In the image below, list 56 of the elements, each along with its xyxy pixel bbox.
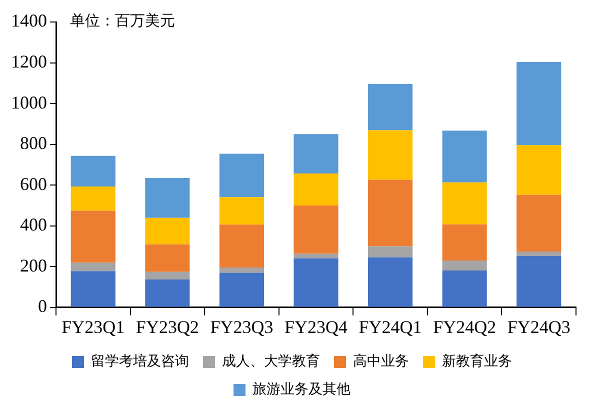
- bar: [219, 267, 264, 273]
- bar: [442, 224, 487, 261]
- bar: [368, 180, 413, 246]
- bar: [70, 186, 116, 211]
- bar: [442, 130, 487, 182]
- bar: [70, 210, 116, 263]
- bar: [294, 258, 338, 307]
- bar: [219, 197, 264, 225]
- legend-label: 成人、大学教育: [222, 352, 320, 370]
- bar: [219, 272, 264, 307]
- annotation: 单位：百万美元: [70, 11, 175, 30]
- y-tick-label: 0: [38, 296, 47, 316]
- x-tick-label: FY24Q1: [358, 316, 422, 337]
- x-tick-label: FY23Q4: [284, 316, 348, 337]
- y-tick-label: 1400: [11, 10, 47, 31]
- bar: [145, 279, 190, 307]
- bar: [516, 145, 562, 195]
- y-tick-label: 600: [20, 174, 47, 194]
- bar: [294, 173, 338, 206]
- y-tick-label: 1000: [11, 92, 47, 112]
- bar: [442, 260, 487, 270]
- y-tick-label: 200: [20, 255, 47, 276]
- bar: [145, 178, 190, 218]
- bar: [368, 246, 413, 258]
- x-tick-label: FY23Q1: [62, 316, 125, 337]
- x-tick-label: FY24Q3: [507, 316, 570, 337]
- legend-label: 新教育业务: [442, 352, 512, 370]
- legend-label: 高中业务: [353, 354, 409, 370]
- legend-label: 留学考培及咨询: [91, 354, 189, 370]
- bar: [442, 270, 487, 307]
- bar: [294, 254, 338, 258]
- bar: [294, 205, 338, 254]
- bar: [145, 218, 190, 244]
- bar: [70, 156, 116, 187]
- bar: [516, 256, 562, 307]
- bar: [145, 244, 190, 272]
- y-tick-label: 1200: [11, 52, 47, 72]
- bar: [516, 194, 562, 252]
- bar: [368, 257, 413, 307]
- y-tick-label: 800: [20, 133, 47, 154]
- x-tick-label: FY23Q2: [136, 316, 199, 337]
- bar: [70, 262, 116, 272]
- bar: [219, 224, 264, 268]
- bar: [368, 84, 413, 130]
- bar: [516, 62, 562, 146]
- bar: [294, 134, 338, 174]
- bar: [219, 154, 264, 198]
- x-tick-label: FY24Q2: [433, 316, 496, 337]
- bar: [70, 271, 116, 307]
- legend-label: 旅游业务及其他: [252, 382, 350, 398]
- bar: [516, 252, 562, 256]
- y-tick-label: 400: [20, 214, 47, 235]
- bar: [368, 130, 413, 180]
- bar: [145, 272, 190, 280]
- bar: [442, 182, 487, 224]
- x-tick-label: FY23Q3: [210, 316, 274, 337]
